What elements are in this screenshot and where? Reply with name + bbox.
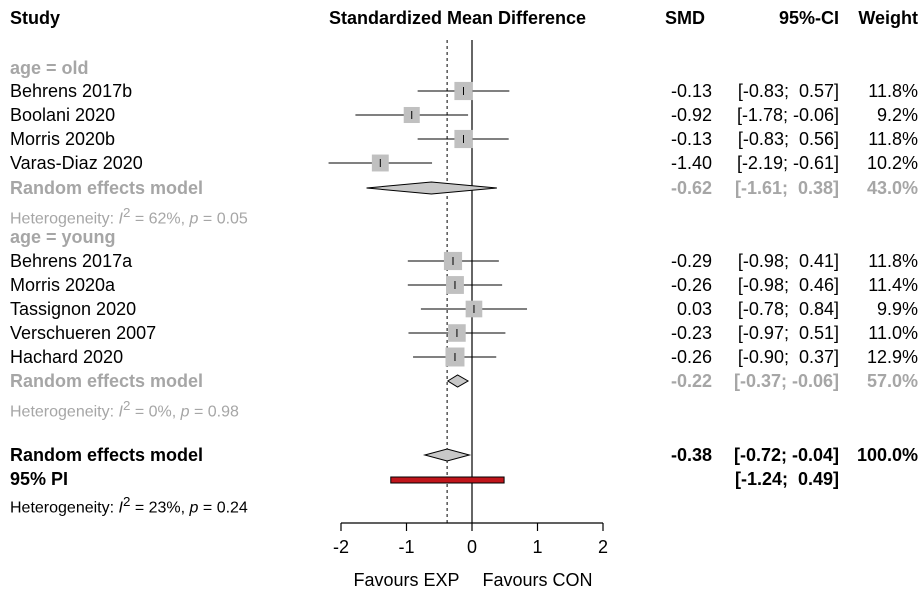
heterogeneity-young: Heterogeneity: I2 = 0%, p = 0.98: [10, 396, 239, 422]
het-prefix: Heterogeneity:: [10, 210, 119, 228]
x-tick-label: 0: [467, 537, 477, 557]
study-weight: 11.8%: [868, 251, 918, 271]
study-weight: 12.9%: [866, 347, 918, 367]
subgroup-diamond: [446, 374, 470, 388]
subgroup-model-weight: 43.0%: [866, 178, 918, 198]
study-name: Morris 2020b: [10, 129, 116, 149]
prediction-interval-label: 95% PI: [10, 469, 69, 489]
subgroup-model-smd: -0.22: [670, 371, 712, 391]
het-i-symbol: I: [118, 403, 123, 421]
study-ci: [-0.78; 0.84]: [737, 299, 839, 319]
het-i-symbol: I: [118, 210, 123, 228]
het-p-value: = 0.98: [189, 403, 239, 421]
prediction-interval-bar: [390, 476, 505, 484]
study-ci: [-0.97; 0.51]: [737, 323, 839, 343]
study-name: Tassignon 2020: [10, 299, 137, 319]
study-smd: -0.26: [670, 347, 712, 367]
het-prefix: Heterogeneity:: [10, 499, 119, 517]
het-i2-value: = 23%,: [130, 499, 190, 517]
weight-column-header: Weight: [858, 8, 918, 28]
study-weight: 9.9%: [876, 299, 918, 319]
study-ci: [-1.78; -0.06]: [736, 105, 839, 125]
het-prefix: Heterogeneity:: [10, 403, 119, 421]
x-tick-label: 1: [532, 537, 542, 557]
study-ci: [-0.98; 0.46]: [737, 275, 839, 295]
study-smd: -0.26: [670, 275, 712, 295]
het-p-value: = 0.24: [198, 499, 248, 517]
x-tick-label: -2: [333, 537, 349, 557]
het-superscript: 2: [122, 494, 131, 509]
overall-model-smd: -0.38: [670, 445, 712, 465]
subgroup-model-label: Random effects model: [10, 371, 204, 391]
x-label-right: Favours CON: [482, 570, 592, 590]
overall-model-ci: [-0.72; -0.04]: [733, 445, 839, 465]
study-ci: [-0.90; 0.37]: [737, 347, 839, 367]
study-weight: 11.8%: [868, 81, 918, 101]
smd-column-header: SMD: [665, 8, 705, 28]
x-tick-label: -1: [398, 537, 414, 557]
subgroup-model-label: Random effects model: [10, 178, 204, 198]
study-name: Behrens 2017a: [10, 251, 133, 271]
study-name: Morris 2020a: [10, 275, 116, 295]
study-weight: 11.8%: [868, 129, 918, 149]
study-smd: -0.92: [670, 105, 712, 125]
study-smd: 0.03: [676, 299, 712, 319]
study-smd: -0.29: [670, 251, 712, 271]
het-p-value: = 0.05: [198, 210, 248, 228]
study-smd: -0.23: [670, 323, 712, 343]
subgroup-model-ci: [-1.61; 0.38]: [734, 178, 839, 198]
subgroup-model-weight: 57.0%: [866, 371, 918, 391]
het-superscript: 2: [122, 398, 131, 413]
het-superscript: 2: [122, 205, 131, 220]
het-i2-value: = 0%,: [130, 403, 181, 421]
x-label-left: Favours EXP: [353, 570, 459, 590]
subgroup-label-old: age = old: [10, 58, 89, 78]
x-tick-label: 2: [598, 537, 608, 557]
subgroup-model-smd: -0.62: [670, 178, 712, 198]
study-weight: 10.2%: [866, 153, 918, 173]
het-p-symbol: p: [189, 210, 199, 228]
heterogeneity-overall: Heterogeneity: I2 = 23%, p = 0.24: [10, 492, 248, 518]
study-name: Verschueren 2007: [10, 323, 157, 343]
study-ci: [-0.83; 0.57]: [737, 81, 839, 101]
study-ci: [-0.98; 0.41]: [737, 251, 839, 271]
prediction-interval-ci: [-1.24; 0.49]: [734, 469, 839, 489]
study-weight: 11.4%: [868, 275, 918, 295]
overall-model-weight: 100.0%: [856, 445, 918, 465]
study-smd: -0.13: [670, 129, 712, 149]
study-ci: [-2.19; -0.61]: [736, 153, 839, 173]
study-name: Hachard 2020: [10, 347, 124, 367]
study-weight: 9.2%: [876, 105, 918, 125]
overall-model-label: Random effects model: [10, 445, 204, 465]
study-ci: [-0.83; 0.56]: [737, 129, 839, 149]
overall-diamond: [422, 448, 472, 462]
effect-column-header: Standardized Mean Difference: [329, 8, 587, 28]
het-i2-value: = 62%,: [130, 210, 190, 228]
study-column-header: Study: [10, 8, 61, 28]
het-p-symbol: p: [180, 403, 190, 421]
het-i-symbol: I: [118, 499, 123, 517]
study-name: Boolani 2020: [10, 105, 116, 125]
study-smd: -0.13: [670, 81, 712, 101]
study-smd: -1.40: [670, 153, 712, 173]
subgroup-model-ci: [-0.37; -0.06]: [733, 371, 839, 391]
subgroup-diamond: [366, 181, 497, 195]
study-name: Varas-Diaz 2020: [10, 153, 143, 173]
study-name: Behrens 2017b: [10, 81, 133, 101]
het-p-symbol: p: [189, 499, 199, 517]
study-weight: 11.0%: [868, 323, 918, 343]
heterogeneity-old: Heterogeneity: I2 = 62%, p = 0.05: [10, 203, 248, 229]
ci-column-header: 95%-CI: [778, 8, 839, 28]
subgroup-label-young: age = young: [10, 227, 116, 247]
